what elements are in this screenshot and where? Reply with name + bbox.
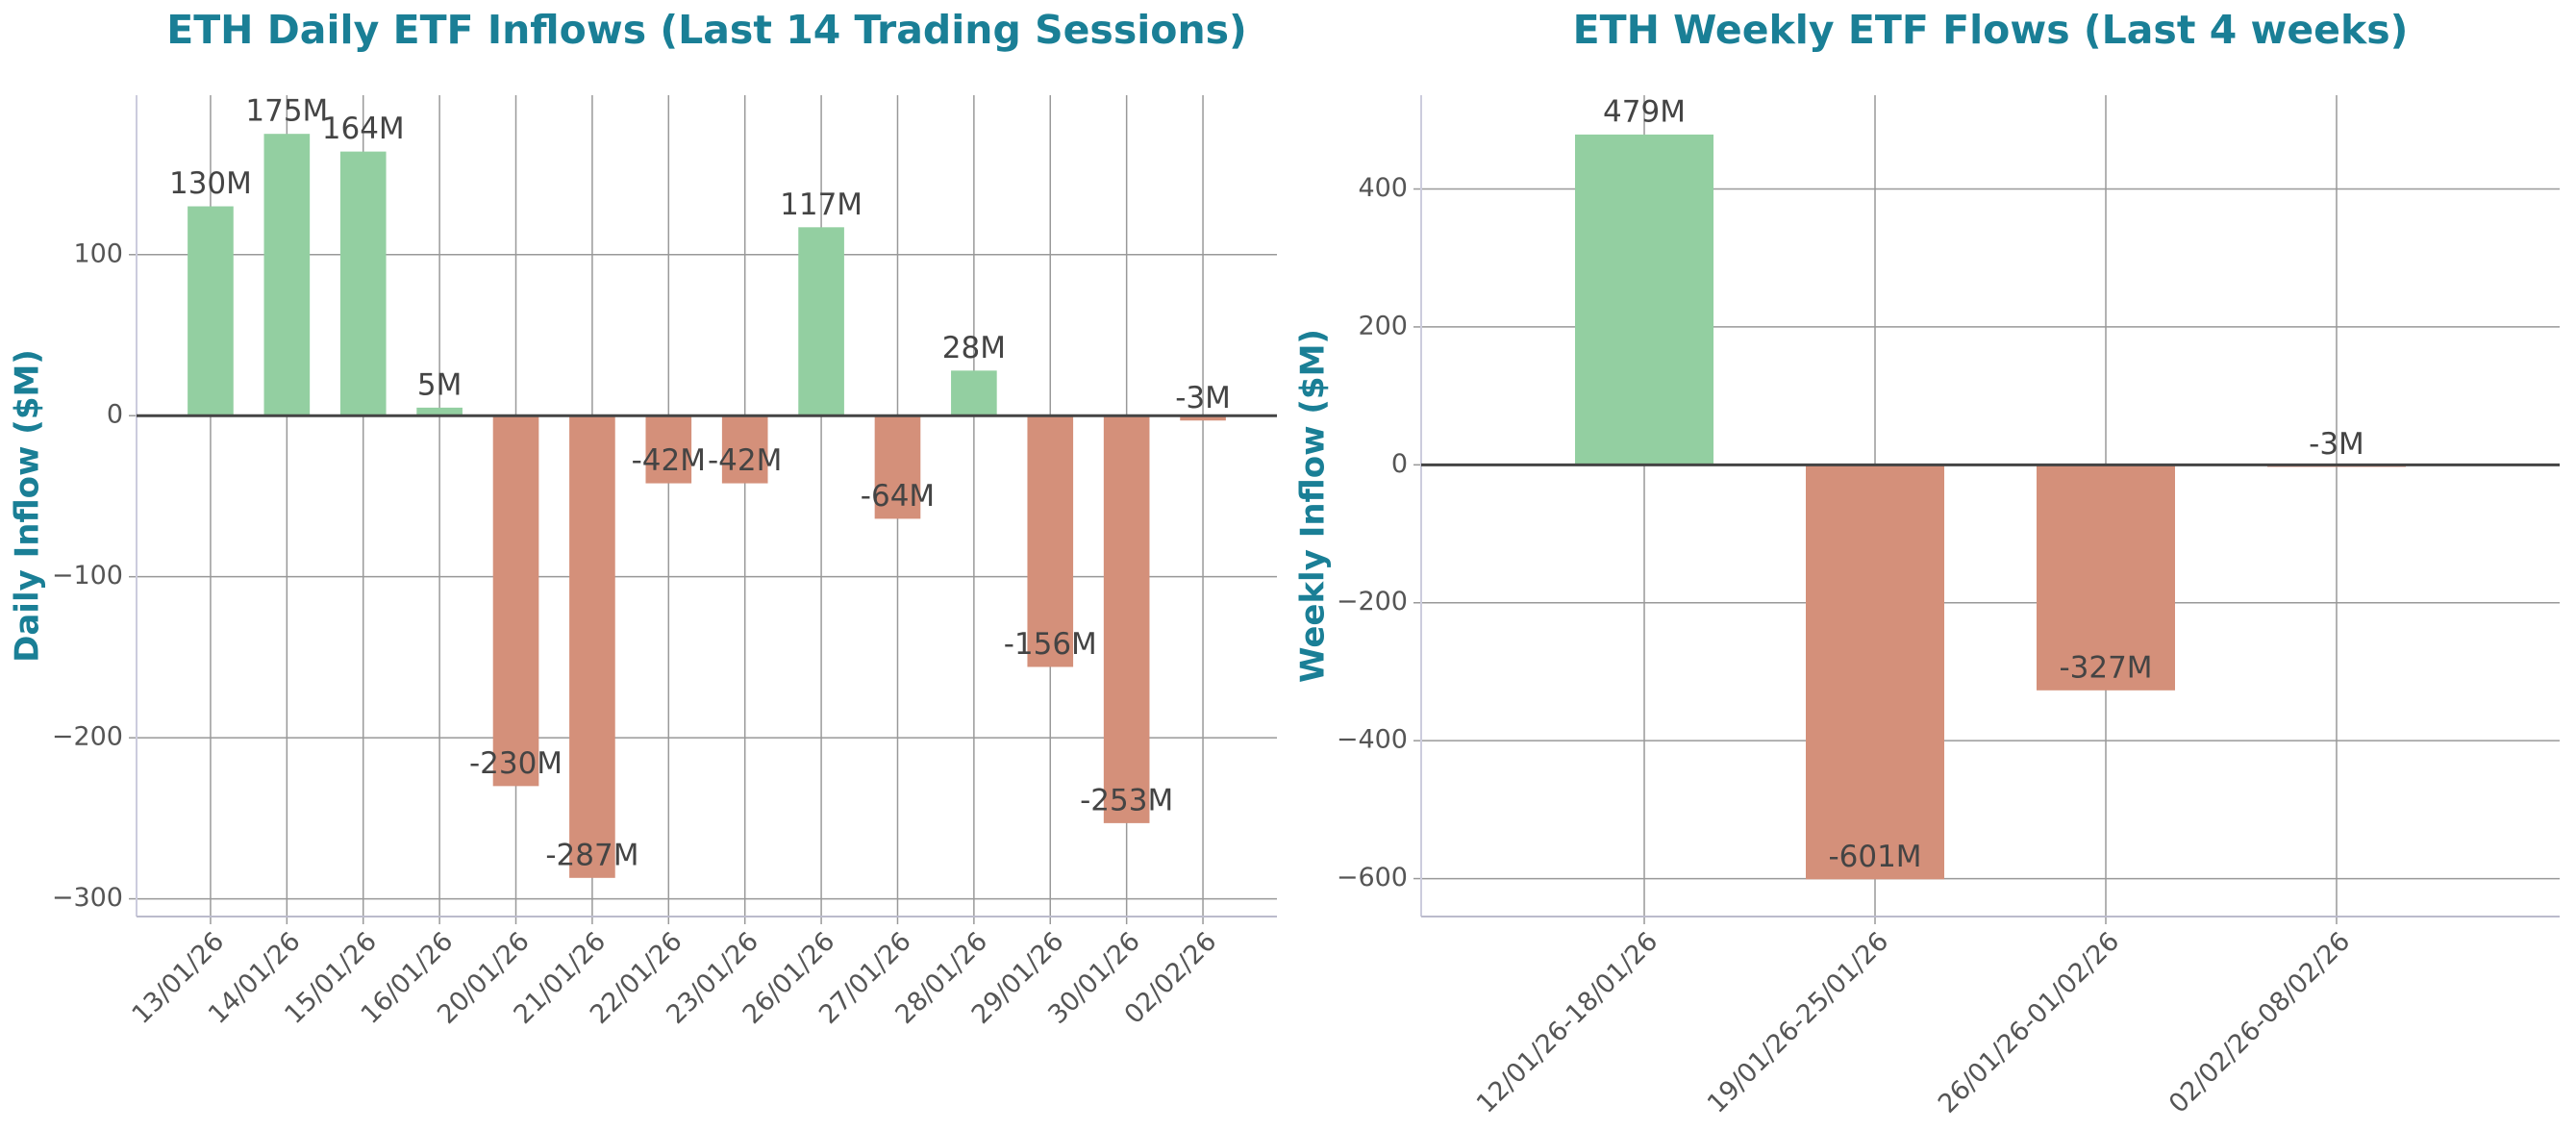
x-tick-label: 19/01/26-25/01/26 bbox=[1702, 926, 1894, 1118]
y-tick-label: 400 bbox=[1358, 173, 1408, 203]
value-label: 5M bbox=[417, 367, 462, 402]
x-tick-label: 12/01/26-18/01/26 bbox=[1471, 926, 1663, 1118]
value-label: 164M bbox=[322, 112, 405, 146]
y-tick-label: 200 bbox=[1358, 311, 1408, 340]
bar bbox=[2036, 465, 2175, 691]
bar bbox=[798, 227, 844, 416]
bar bbox=[645, 415, 692, 484]
value-label: -287M bbox=[545, 838, 638, 872]
chart-title: ETH Weekly ETF Flows (Last 4 weeks) bbox=[1573, 7, 2409, 53]
x-tick-label: 02/02/26-08/02/26 bbox=[2163, 926, 2356, 1118]
bar bbox=[721, 415, 768, 484]
value-label: -64M bbox=[861, 479, 935, 514]
y-axis-label: Daily Inflow ($M) bbox=[9, 349, 47, 663]
value-label: 175M bbox=[245, 94, 328, 129]
y-tick-label: −600 bbox=[1337, 863, 1408, 892]
bar bbox=[874, 415, 921, 519]
chart-title: ETH Daily ETF Inflows (Last 14 Trading S… bbox=[166, 7, 1247, 53]
y-tick-label: 100 bbox=[73, 239, 123, 268]
bar bbox=[416, 407, 463, 416]
value-label: -3M bbox=[2309, 427, 2364, 462]
value-label: -42M bbox=[708, 443, 782, 478]
value-label: -601M bbox=[1828, 840, 1921, 874]
value-label: -156M bbox=[1004, 627, 1097, 662]
y-tick-label: 0 bbox=[107, 400, 123, 430]
bar bbox=[263, 134, 311, 416]
value-label: -42M bbox=[632, 443, 706, 478]
y-axis-label: Weekly Inflow ($M) bbox=[1294, 329, 1333, 683]
bar bbox=[1575, 134, 1714, 465]
value-label: -327M bbox=[2059, 650, 2152, 685]
y-tick-label: −300 bbox=[52, 883, 123, 913]
bar bbox=[1027, 415, 1074, 667]
bar bbox=[339, 151, 387, 416]
value-label: 479M bbox=[1603, 94, 1686, 129]
bar bbox=[1103, 415, 1150, 823]
bar bbox=[1806, 465, 1945, 880]
y-tick-label: −200 bbox=[1337, 587, 1408, 616]
bar bbox=[951, 370, 997, 416]
y-tick-label: −400 bbox=[1337, 725, 1408, 755]
value-label: 28M bbox=[942, 331, 1006, 365]
bar bbox=[492, 415, 539, 787]
bar bbox=[188, 206, 234, 416]
value-label: -230M bbox=[469, 746, 563, 781]
y-tick-label: −100 bbox=[52, 561, 123, 591]
value-label: 117M bbox=[780, 188, 863, 222]
bar bbox=[569, 415, 615, 878]
x-tick-label: 26/01/26-01/02/26 bbox=[1933, 926, 2125, 1118]
value-label: -253M bbox=[1080, 783, 1173, 817]
value-label: -3M bbox=[1175, 381, 1231, 415]
y-tick-label: −200 bbox=[52, 722, 123, 752]
value-label: 130M bbox=[169, 166, 252, 201]
bar bbox=[1180, 415, 1226, 421]
y-tick-label: 0 bbox=[1391, 449, 1408, 479]
